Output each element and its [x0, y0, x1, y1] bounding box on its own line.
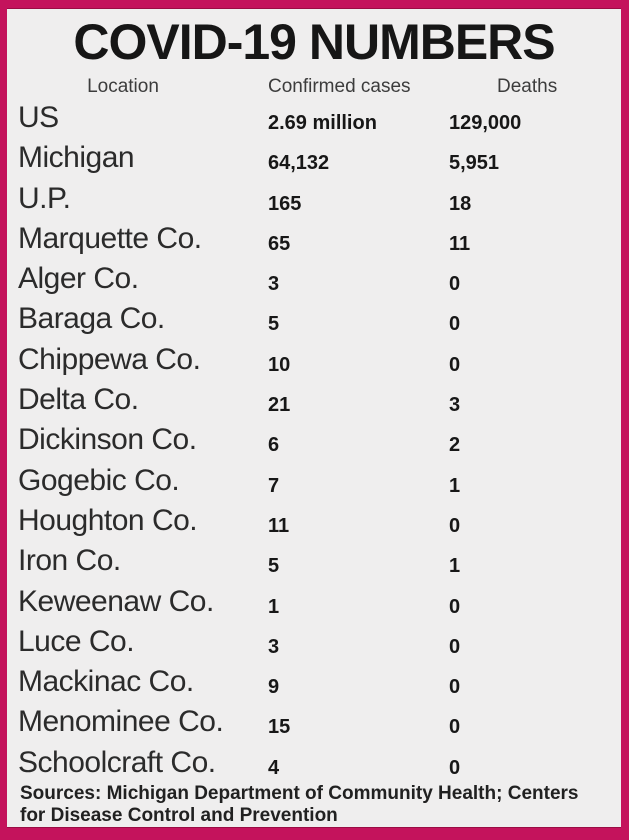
table-row: Baraga Co. 5 0	[7, 299, 621, 339]
confirmed-cases-cell: 11	[268, 514, 290, 537]
table-row: Schoolcraft Co. 4 0	[7, 743, 621, 783]
location-cell: Delta Co.	[18, 383, 139, 417]
deaths-cell: 18	[449, 192, 472, 215]
location-cell: Gogebic Co.	[18, 463, 180, 497]
table-row: Alger Co. 3 0	[7, 259, 621, 299]
table-row: Luce Co. 3 0	[7, 622, 621, 662]
location-cell: Baraga Co.	[18, 302, 165, 336]
table-row: US 2.69 million 129,000	[7, 98, 621, 138]
confirmed-cases-cell: 3	[268, 635, 280, 658]
table-row: Dickinson Co. 6 2	[7, 420, 621, 460]
confirmed-cases-cell: 21	[268, 394, 291, 417]
table-row: Chippewa Co. 10 0	[7, 340, 621, 380]
confirmed-cases-cell: 9	[268, 676, 280, 699]
table-header-row: Location Confirmed cases Deaths	[7, 76, 621, 97]
confirmed-cases-cell: 64,132	[268, 152, 330, 175]
deaths-cell: 0	[449, 514, 461, 537]
confirmed-cases-cell: 5	[268, 555, 280, 578]
column-header-deaths: Deaths	[497, 76, 558, 97]
deaths-cell: 11	[449, 232, 471, 255]
confirmed-cases-cell: 2.69 million	[268, 112, 377, 134]
confirmed-cases-cell: 6	[268, 434, 280, 457]
confirmed-cases-cell: 65	[268, 232, 291, 255]
deaths-cell: 1	[449, 474, 461, 497]
deaths-cell: 0	[449, 635, 461, 658]
deaths-cell: 0	[449, 313, 461, 336]
table-row: Iron Co. 5 1	[7, 541, 621, 581]
deaths-cell: 129,000	[449, 112, 522, 134]
location-cell: Schoolcraft Co.	[18, 745, 216, 779]
confirmed-cases-cell: 7	[268, 474, 280, 497]
table-row: Delta Co. 21 3	[7, 380, 621, 420]
column-header-location: Location	[87, 76, 159, 97]
table-row: Menominee Co. 15 0	[7, 702, 621, 742]
confirmed-cases-cell: 1	[268, 595, 280, 618]
table-row: Gogebic Co. 7 1	[7, 461, 621, 501]
confirmed-cases-cell: 10	[268, 353, 291, 376]
deaths-cell: 0	[449, 756, 461, 779]
location-cell: Keweenaw Co.	[18, 584, 214, 618]
deaths-cell: 3	[449, 394, 461, 417]
location-cell: Mackinac Co.	[18, 665, 194, 699]
location-cell: Houghton Co.	[18, 503, 198, 537]
table-row: Marquette Co. 65 11	[7, 219, 621, 259]
location-cell: Iron Co.	[18, 544, 121, 578]
deaths-cell: 0	[449, 353, 461, 376]
location-cell: US	[18, 101, 59, 134]
table-row: Mackinac Co. 9 0	[7, 662, 621, 702]
table-row: Michigan 64,132 5,951	[7, 138, 621, 178]
location-cell: Alger Co.	[18, 262, 139, 296]
deaths-cell: 5,951	[449, 152, 500, 175]
table-row: Houghton Co. 11 0	[7, 501, 621, 541]
location-cell: Michigan	[18, 141, 135, 175]
confirmed-cases-cell: 15	[268, 716, 291, 739]
deaths-cell: 0	[449, 595, 461, 618]
sources-note-line-2: for Disease Control and Prevention	[20, 804, 338, 826]
table-body: US 2.69 million 129,000 Michigan 64,132 …	[7, 98, 621, 783]
location-cell: U.P.	[18, 181, 71, 215]
location-cell: Luce Co.	[18, 624, 135, 658]
table-row: Keweenaw Co. 1 0	[7, 582, 621, 622]
page-title: COVID-19 NUMBERS	[73, 14, 555, 70]
table-row: U.P. 165 18	[7, 179, 621, 219]
confirmed-cases-cell: 165	[268, 192, 302, 215]
location-cell: Marquette Co.	[18, 221, 202, 255]
confirmed-cases-cell: 3	[268, 273, 280, 296]
deaths-cell: 2	[449, 434, 461, 457]
deaths-cell: 0	[449, 273, 461, 296]
confirmed-cases-cell: 5	[268, 313, 280, 336]
column-header-confirmed-cases: Confirmed cases	[268, 76, 411, 97]
location-cell: Dickinson Co.	[18, 423, 197, 457]
confirmed-cases-cell: 4	[268, 756, 280, 779]
sources-note-line-1: Sources: Michigan Department of Communit…	[20, 783, 579, 804]
deaths-cell: 1	[449, 555, 461, 578]
location-cell: Chippewa Co.	[18, 342, 201, 376]
location-cell: Menominee Co.	[18, 705, 224, 739]
sources-note: Sources: Michigan Department of Communit…	[13, 783, 578, 826]
deaths-cell: 0	[449, 716, 461, 739]
deaths-cell: 0	[449, 676, 461, 699]
